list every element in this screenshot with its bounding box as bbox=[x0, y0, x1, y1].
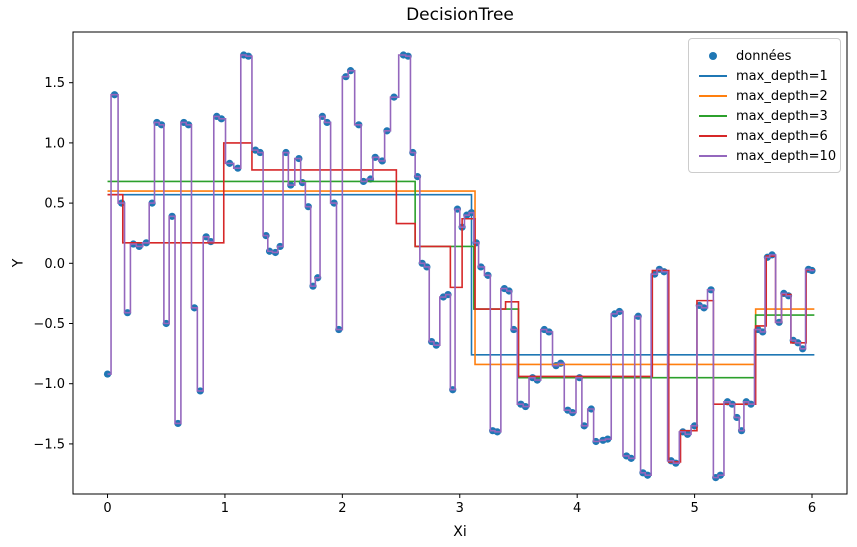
line-swatch-icon bbox=[698, 95, 728, 97]
x-tick-label: 2 bbox=[338, 501, 346, 516]
legend-label: max_depth=2 bbox=[736, 88, 828, 104]
line-glyph bbox=[699, 75, 727, 77]
line-swatch-icon bbox=[698, 135, 728, 137]
line-glyph bbox=[699, 135, 727, 137]
legend-item-max-depth-1: max_depth=1 bbox=[698, 66, 831, 86]
scatter-marker-icon bbox=[698, 52, 728, 60]
line-swatch-icon bbox=[698, 75, 728, 77]
x-tick-label: 0 bbox=[103, 501, 111, 516]
line-glyph bbox=[699, 95, 727, 97]
legend-label: max_depth=10 bbox=[736, 148, 837, 164]
dot-glyph bbox=[709, 52, 717, 60]
y-axis-label: Y bbox=[10, 258, 27, 268]
y-tick-label: 1.5 bbox=[44, 76, 65, 91]
legend-item-max-depth-2: max_depth=2 bbox=[698, 86, 831, 106]
legend-item-donn-es: données bbox=[698, 46, 831, 66]
legend-item-max-depth-10: max_depth=10 bbox=[698, 146, 836, 166]
line-max-depth-1 bbox=[107, 193, 815, 356]
y-tick-label: 0.5 bbox=[44, 197, 65, 212]
legend-item-max-depth-3: max_depth=3 bbox=[698, 106, 831, 126]
legend-label: max_depth=1 bbox=[736, 68, 828, 84]
line-glyph bbox=[699, 115, 727, 117]
legend-item-max-depth-6: max_depth=6 bbox=[698, 126, 831, 146]
y-tick-label: −0.5 bbox=[33, 317, 65, 332]
x-tick-label: 5 bbox=[690, 501, 698, 516]
x-axis-label: Xi bbox=[453, 524, 467, 540]
y-tick-label: 1.0 bbox=[44, 136, 65, 151]
legend-label: données bbox=[736, 48, 792, 64]
x-tick-label: 4 bbox=[573, 501, 581, 516]
x-tick-label: 3 bbox=[456, 501, 464, 516]
line-swatch-icon bbox=[698, 155, 728, 157]
legend: données max_depth=1 max_depth=2 max_depth=3… bbox=[688, 38, 841, 173]
y-tick-label: −1.5 bbox=[33, 437, 65, 452]
y-tick-label: −1.0 bbox=[33, 377, 65, 392]
line-swatch-icon bbox=[698, 115, 728, 117]
line-glyph bbox=[699, 155, 727, 157]
y-tick-label: 0.0 bbox=[44, 257, 65, 272]
x-tick-label: 1 bbox=[221, 501, 229, 516]
line-max-depth-10 bbox=[107, 54, 815, 479]
legend-label: max_depth=3 bbox=[736, 108, 828, 124]
legend-label: max_depth=6 bbox=[736, 128, 828, 144]
x-tick-label: 6 bbox=[808, 501, 816, 516]
chart-title: DecisionTree bbox=[406, 5, 514, 25]
